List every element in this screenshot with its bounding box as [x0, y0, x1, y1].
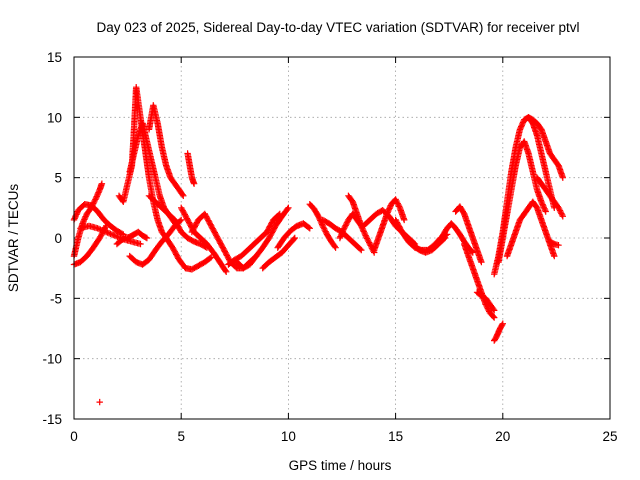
data-point: [285, 204, 292, 211]
data-point: [320, 224, 327, 231]
x-tick-label: 15: [388, 429, 403, 444]
data-point: [92, 196, 99, 203]
data-point: [490, 306, 497, 313]
data-point: [498, 321, 506, 329]
data-point: [366, 240, 374, 248]
data-point: [491, 307, 498, 314]
x-tick-label: 25: [602, 429, 617, 444]
data-point: [518, 122, 525, 129]
data-point: [556, 206, 563, 213]
data-point: [343, 219, 351, 226]
data-point: [555, 204, 562, 211]
data-point: [96, 398, 103, 406]
data-point: [321, 227, 328, 234]
data-point: [396, 203, 403, 210]
data-point: [362, 232, 369, 239]
data-point: [490, 313, 497, 320]
data-point: [319, 222, 326, 230]
data-point: [393, 197, 400, 204]
data-point: [305, 224, 312, 231]
x-tick-label: 10: [281, 429, 296, 444]
data-point: [393, 199, 401, 206]
data-point: [206, 254, 214, 262]
data-point: [365, 238, 372, 245]
data-point: [478, 258, 485, 266]
data-point: [178, 216, 185, 224]
data-point: [223, 268, 230, 275]
data-point: [358, 246, 365, 254]
chart-title: Day 023 of 2025, Sidereal Day-to-day VTE…: [97, 20, 580, 35]
data-point: [341, 223, 349, 231]
y-tick-label: 0: [54, 231, 62, 246]
data-point: [491, 314, 498, 321]
data-points: [70, 84, 566, 406]
data-point: [499, 320, 506, 327]
data-point: [363, 233, 370, 241]
data-point: [363, 235, 371, 242]
y-tick-label: -5: [50, 291, 62, 306]
data-point: [366, 239, 373, 246]
data-point: [557, 208, 564, 216]
data-point: [143, 234, 151, 242]
data-point: [342, 222, 349, 229]
plot-frame: [73, 56, 611, 420]
data-point: [559, 174, 566, 181]
data-point: [306, 225, 313, 232]
data-point: [395, 201, 402, 209]
data-point: [360, 228, 367, 235]
data-point: [332, 244, 339, 251]
data-point: [284, 205, 291, 213]
data-point: [290, 235, 298, 243]
data-point: [540, 204, 547, 211]
data-point: [392, 196, 399, 203]
data-point: [98, 180, 106, 187]
data-point: [180, 192, 187, 199]
data-point: [394, 200, 401, 207]
data-point: [179, 191, 186, 198]
data-point: [190, 180, 198, 187]
x-tick-label: 5: [177, 429, 185, 444]
data-point: [316, 215, 323, 223]
data-point: [95, 225, 103, 233]
data-point: [102, 224, 109, 231]
y-tick-label: 15: [47, 50, 62, 65]
y-tick-label: -15: [42, 412, 62, 427]
y-tick-label: 10: [47, 110, 62, 125]
data-point: [91, 197, 98, 204]
data-point: [551, 252, 558, 260]
y-axis-label: SDTVAR / TECUs: [6, 184, 21, 293]
data-point: [542, 208, 549, 215]
data-point: [222, 267, 229, 274]
data-point: [320, 225, 328, 232]
data-point: [331, 243, 338, 250]
data-point: [485, 306, 492, 314]
x-tick-label: 0: [70, 429, 78, 444]
data-point: [343, 220, 350, 228]
y-tick-label: -10: [42, 352, 62, 367]
x-axis-label: GPS time / hours: [289, 458, 392, 473]
data-point: [555, 242, 562, 249]
axis-ticks: 0 5 10 15 20 25 -15 -10 -5 0 5 10 15: [42, 50, 617, 444]
data-point: [541, 206, 549, 214]
data-point: [137, 240, 144, 248]
data-point: [556, 207, 564, 214]
data-point: [90, 199, 98, 206]
data-point: [357, 245, 364, 253]
x-tick-label: 20: [495, 429, 510, 444]
data-point: [558, 211, 566, 219]
data-point: [364, 236, 371, 243]
data-point: [401, 216, 408, 224]
data-point: [291, 234, 298, 242]
data-point: [322, 228, 329, 235]
data-point: [559, 213, 566, 220]
data-point: [340, 225, 348, 232]
data-point: [558, 210, 565, 217]
data-point: [208, 254, 215, 261]
y-tick-label: 5: [54, 171, 62, 186]
